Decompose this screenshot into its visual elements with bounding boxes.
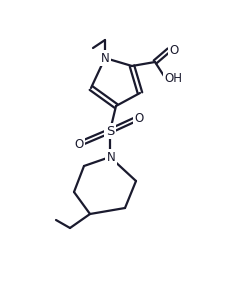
Text: O: O: [169, 43, 179, 57]
Text: OH: OH: [164, 72, 182, 85]
Text: S: S: [106, 124, 114, 137]
Text: N: N: [101, 51, 109, 64]
Text: O: O: [74, 137, 84, 151]
Text: O: O: [134, 112, 144, 124]
Text: N: N: [107, 151, 115, 164]
